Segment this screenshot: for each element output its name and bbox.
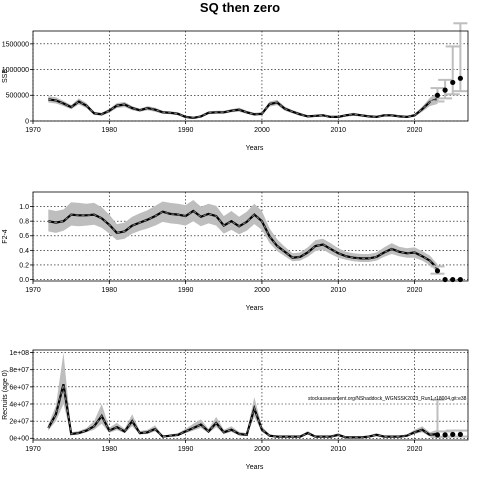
ssb-panel: 1970 1980 1990 2000 2010 2020 0 500000 1000000 15…	[2, 22, 469, 152]
ssb-ytick-label: 500000	[6, 93, 29, 100]
fbar-ytick-label: 0.2	[19, 262, 29, 269]
fbar-ylabel: F2-4	[2, 229, 9, 244]
fbar-panel: 1970 1980 1990 2000 2010 2020 0.0 0.2 0.4 0.6 0.8 1…	[2, 191, 469, 312]
ssb-projection-point	[457, 75, 463, 81]
source-annotation: stockassessment.org/NShaddock_WGNSSK2023…	[308, 396, 467, 402]
fbar-xtick-label: 2000	[254, 287, 270, 294]
ssb-ylabel: SSB	[2, 69, 9, 83]
recruits-frame	[32, 349, 469, 441]
recruits-ytick-label: 6e+07	[9, 384, 29, 391]
recruits-projection-point	[457, 431, 463, 438]
recruits-ytick-label: 2e+07	[9, 419, 29, 426]
recruits-ytick-label: 8e+07	[9, 367, 29, 374]
recruits-ylabel: Recruits (age 0)	[2, 370, 9, 420]
ssb-estimate-line	[48, 97, 438, 120]
ssb-ytick-label: 1500000	[2, 41, 29, 48]
ssb-ytick-label: 0	[25, 118, 29, 125]
ssb-xtick-label: 2010	[330, 127, 346, 134]
recruits-estimate-line	[47, 384, 438, 439]
recruits-projection-point	[434, 432, 441, 438]
fbar-ytick-label: 0.8	[19, 219, 29, 226]
ssb-confidence-band	[48, 92, 438, 119]
fbar-xtick-label: 1990	[178, 287, 194, 294]
fbar-ytick-label: 0.6	[19, 233, 29, 240]
recruits-panel: 1970 1980 1990 2000 2010 2020 0e+00 2e+07 4e+07 6…	[2, 349, 469, 471]
fbar-estimate-dash	[48, 210, 438, 269]
fbar-confidence-band	[48, 200, 438, 273]
ssb-xtick-label: 1970	[25, 127, 41, 134]
fbar-projection-point	[434, 268, 441, 274]
recruits-xtick-label: 1970	[25, 446, 41, 453]
ssb-estimate-dash	[48, 98, 438, 119]
recruits-xtick-label: 2010	[330, 446, 346, 453]
recruits-projection-point	[450, 431, 456, 438]
recruits-xtick-label: 2020	[407, 446, 423, 453]
fbar-xtick-label: 1970	[25, 287, 41, 294]
figure-title: SQ then zero	[200, 0, 280, 15]
recruits-ytick-label: 0e+00	[9, 436, 29, 443]
recruits-xtick-label: 1980	[102, 446, 118, 453]
ssb-xtick-label: 1990	[178, 127, 194, 134]
fbar-xtick-label: 2010	[330, 287, 346, 294]
fbar-ytick-label: 1.0	[19, 204, 29, 211]
fbar-ytick-label: 0.0	[19, 277, 29, 284]
ssb-xtick-label: 2000	[254, 127, 270, 134]
fbar-frame	[32, 191, 469, 282]
fbar-xtick-label: 1980	[102, 287, 118, 294]
recruits-projection-point	[442, 432, 448, 438]
fbar-xlabel: Years	[246, 305, 264, 312]
ssb-xlabel: Years	[246, 145, 264, 152]
fbar-xtick-label: 2020	[407, 287, 423, 294]
ssb-projection-point	[450, 79, 456, 86]
ssb-frame	[32, 30, 469, 122]
ssb-projection-point	[442, 87, 448, 93]
ssb-projection-point	[434, 92, 441, 98]
ssb-ytick-label: 1000000	[2, 67, 29, 74]
chart-panels: 1970 1980 1990 2000 2010 2020 0 500000 1000000 15…	[2, 22, 469, 471]
recruits-xtick-label: 2000	[254, 446, 270, 453]
recruits-ytick-label: 1e+08	[9, 350, 29, 357]
recruits-xlabel: Years	[246, 464, 264, 471]
fbar-ytick-label: 0.4	[19, 248, 29, 255]
recruits-ytick-label: 4e+07	[9, 401, 29, 408]
ssb-xtick-label: 1980	[102, 127, 118, 134]
recruits-xtick-label: 1990	[178, 446, 194, 453]
ssb-xtick-label: 2020	[407, 127, 423, 134]
